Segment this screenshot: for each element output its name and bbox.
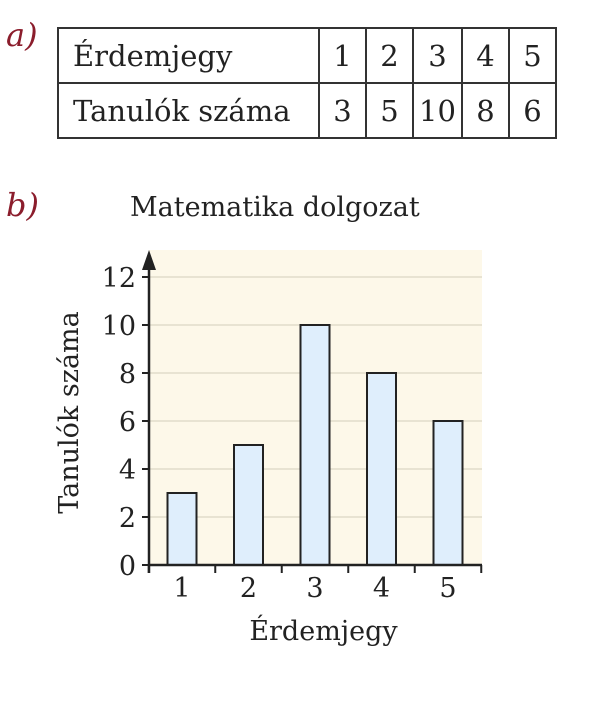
count-cell-2: 5 [365,82,414,139]
y-tick-label-8: 8 [119,359,136,390]
y-tick-label-0: 0 [119,551,136,582]
x-tick-label-1: 1 [173,573,190,604]
chart-title: Matematika dolgozat [130,192,420,223]
bar-2 [233,444,264,566]
bar-5 [432,420,464,566]
y-tick-label-10: 10 [102,311,136,342]
x-tick-label-4: 4 [373,573,390,604]
count-cell-3: 10 [412,82,463,139]
x-tick-label-2: 2 [240,573,257,604]
part-b-label: b) [6,186,39,224]
bar-4 [366,372,397,566]
grade-cell-5: 5 [508,27,557,84]
count-cell-4: 8 [461,82,510,139]
count-cell-1: 3 [318,82,367,139]
bar-3 [299,324,331,566]
x-tick-label-5: 5 [439,573,456,604]
row-header-grade: Érdemjegy [57,27,320,84]
grade-cell-2: 2 [365,27,414,84]
table-row-counts: Tanulók száma 3 5 10 8 6 [57,82,557,139]
y-axis-label: Tanulók száma [54,311,85,514]
x-axis-label: Érdemjegy [249,614,398,647]
grade-cell-3: 3 [412,27,463,84]
y-axis-arrow [142,250,156,270]
grade-cell-4: 4 [461,27,510,84]
table-row-grades: Érdemjegy 1 2 3 4 5 [57,27,557,84]
bar-1 [166,492,198,566]
grade-cell-1: 1 [318,27,367,84]
row-header-count: Tanulók száma [57,82,320,139]
y-tick-label-6: 6 [119,407,136,438]
part-a-label: a) [6,16,38,54]
y-tick-label-12: 12 [102,263,136,294]
grade-table: Érdemjegy 1 2 3 4 5 Tanulók száma 3 5 10… [57,27,557,139]
count-cell-5: 6 [508,82,557,139]
y-tick-label-4: 4 [119,455,136,486]
x-tick-label-3: 3 [306,573,323,604]
y-tick-label-2: 2 [119,503,136,534]
